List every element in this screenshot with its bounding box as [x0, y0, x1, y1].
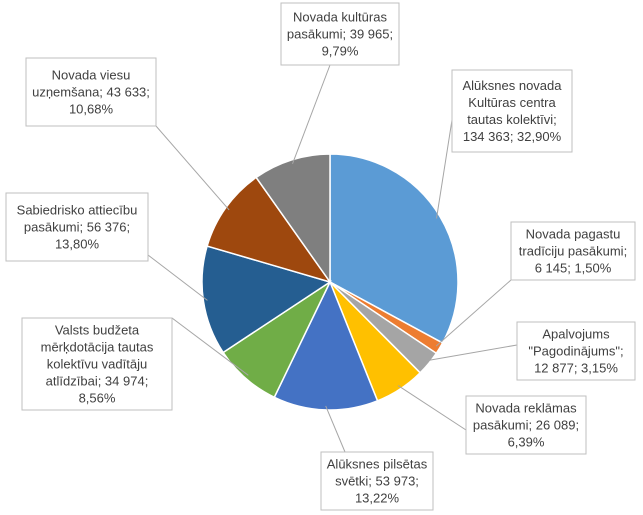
data-label-text: Novada viesu [52, 68, 131, 83]
data-label-text: Kultūras centra [468, 95, 556, 110]
pie-slice-5 [273, 280, 379, 411]
leader-line-6 [171, 317, 249, 376]
data-label-box [516, 321, 636, 381]
pie-slice-1 [329, 153, 459, 344]
data-label-text: Apalvojums [542, 327, 610, 342]
data-label-text: pasākumi; 39 965; [287, 27, 393, 42]
data-label-text: "Pagodinājums"; [528, 344, 623, 359]
data-label-text: mērķdotācija tautas [41, 340, 154, 355]
data-label-text: 12 877; 3,15% [534, 361, 618, 376]
data-labels: Alūksnes novada Kultūras centra tautas kol… [5, 2, 636, 511]
data-label-text: Sabiedrisko attiecību [17, 203, 138, 218]
pie-slices [201, 153, 459, 411]
data-label-text: tradīciju pasākumi; [519, 244, 627, 259]
data-label-text: 134 363; 32,90% [463, 129, 562, 144]
leader-line-3 [425, 344, 518, 362]
data-label-text: uzņemšana; 43 633; [32, 85, 150, 100]
data-label-9: Novada kultūras pasākumi; 39 965; 9,79% [280, 2, 400, 66]
data-label-2: Novada pagastu tradīciju pasākumi; 6 145; … [510, 221, 636, 281]
data-label-box [465, 395, 587, 455]
data-label-5: Alūksnes pilsētas svētki; 53 973; 13,22% [320, 451, 434, 511]
leader-line-5 [325, 405, 346, 453]
data-label-6: Valsts budžeta mērķdotācija tautas kolektī… [21, 317, 173, 411]
leader-line-9 [292, 64, 331, 164]
data-label-4: Novada reklāmas pasākumi; 26 089; 6,39% [465, 395, 587, 455]
data-label-text: Novada reklāmas [475, 401, 577, 416]
data-label-text: Novada kultūras [293, 10, 387, 25]
data-label-8: Novada viesu uzņemšana; 43 633; 10,68% [25, 57, 157, 127]
data-label-text: Alūksnes pilsētas [327, 457, 428, 472]
data-label-1: Alūksnes novada Kultūras centra tautas kol… [451, 69, 573, 153]
data-label-text: pasākumi; 26 089; [473, 418, 579, 433]
pie-slice-9 [255, 153, 331, 285]
data-label-box [21, 317, 173, 411]
data-label-box [25, 57, 157, 127]
leader-line-8 [155, 125, 230, 211]
data-label-text: 6 145; 1,50% [535, 261, 612, 276]
data-label-text: pasākumi; 56 376; [24, 220, 130, 235]
data-label-text: 10,68% [69, 102, 114, 117]
data-label-text: Novada pagastu [526, 227, 621, 242]
data-label-text: atlīdzībai; 34 974; [46, 374, 149, 389]
data-label-text: 13,22% [355, 491, 400, 506]
leader-line-1 [436, 119, 453, 219]
data-label-box [510, 221, 636, 281]
pie-slice-8 [206, 176, 332, 284]
data-label-text: kolektīvu vadītāju [47, 357, 147, 372]
data-label-3: Apalvojums "Pagodinājums"; 12 877; 3,15% [516, 321, 636, 381]
data-label-text: 8,56% [79, 391, 116, 406]
leader-line-7 [147, 254, 208, 301]
data-label-box [5, 192, 149, 262]
data-label-text: Alūksnes novada [462, 78, 562, 93]
data-label-text: tautas kolektīvi; [467, 112, 557, 127]
data-label-box [320, 451, 434, 511]
leader-line-4 [397, 385, 467, 431]
data-label-box [451, 69, 573, 153]
data-label-text: svētki; 53 973; [335, 474, 419, 489]
data-label-7: Sabiedrisko attiecību pasākumi; 56 376; 13… [5, 192, 149, 262]
data-label-box [280, 2, 400, 66]
data-label-text: 13,80% [55, 237, 100, 252]
data-label-text: 6,39% [508, 435, 545, 450]
data-label-text: 9,79% [322, 44, 359, 59]
data-label-text: Valsts budžeta [55, 323, 140, 338]
leader-line-2 [435, 279, 512, 347]
leader-lines [147, 64, 518, 453]
